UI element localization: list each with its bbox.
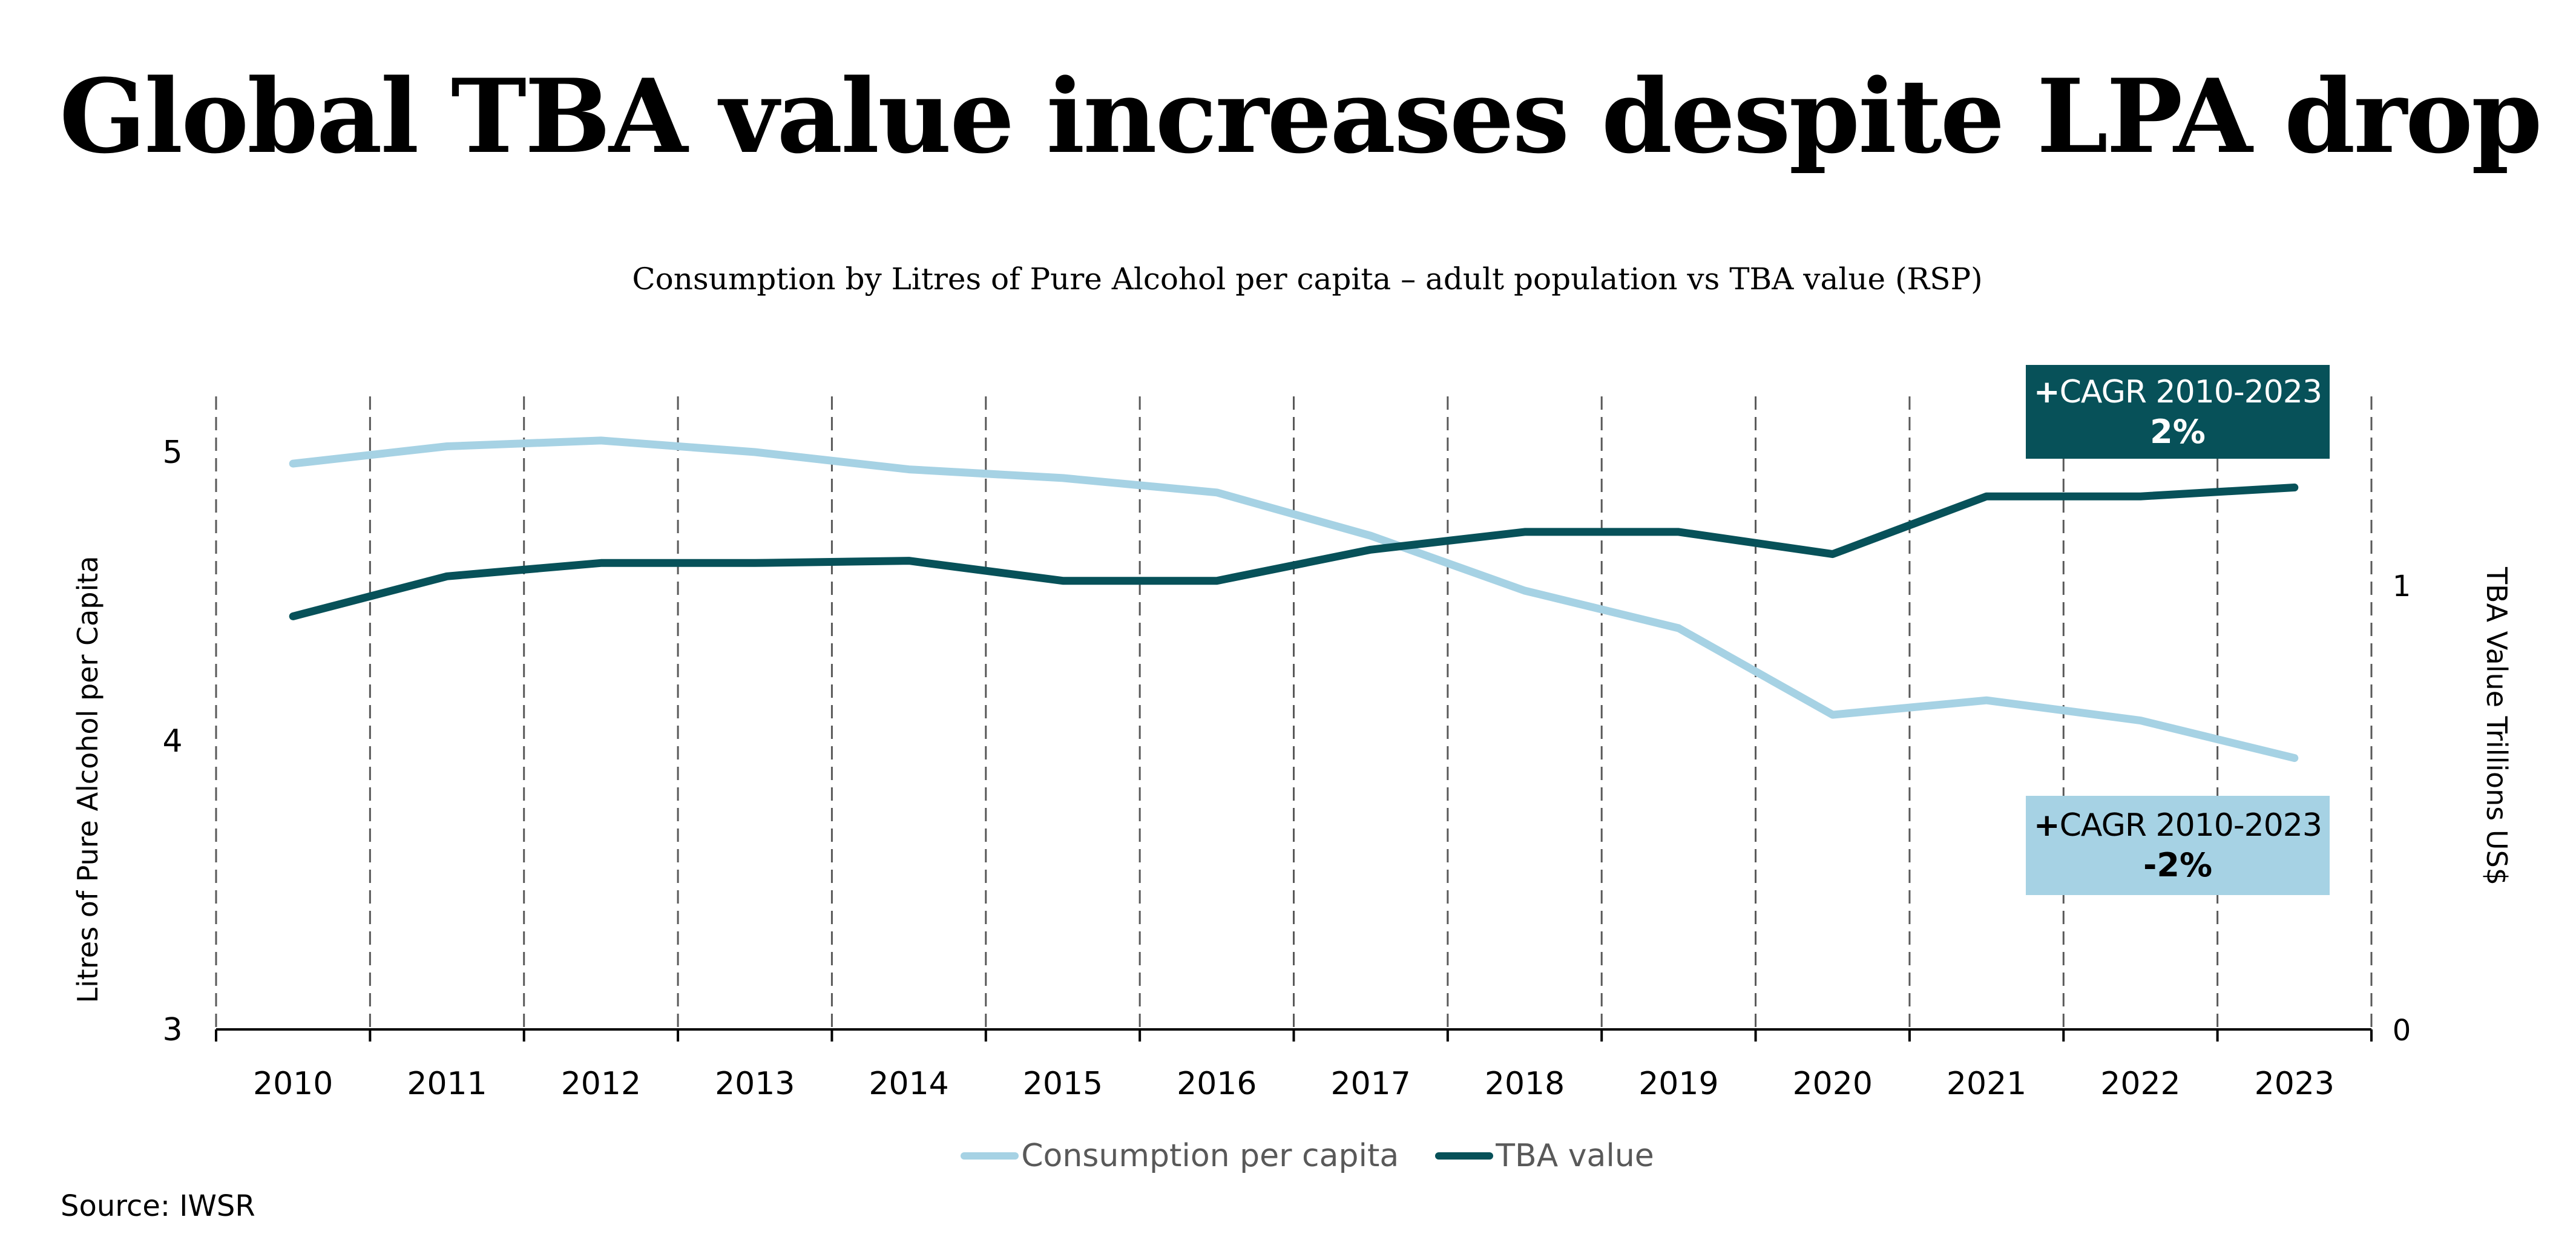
data-point-tba-value <box>1216 580 1217 582</box>
cagr-prefix: + <box>2034 807 2060 844</box>
legend-swatch-consumption <box>961 1152 1019 1160</box>
axes <box>215 1028 2373 1042</box>
data-point-consumption-per-capita <box>1986 700 1987 701</box>
y-tick-label-left: 5 <box>162 435 182 471</box>
y-tick-label-left: 4 <box>162 723 182 760</box>
x-tick-label: 2012 <box>561 1066 641 1102</box>
data-point-consumption-per-capita <box>2140 720 2141 721</box>
series-lines <box>289 436 2299 763</box>
data-point-tba-value <box>292 615 294 617</box>
data-point-tba-value <box>600 562 602 563</box>
consumption-cagr-annotation: +CAGR 2010-2023 -2% <box>2026 796 2330 895</box>
data-point-tba-value <box>1986 496 1987 497</box>
legend: Consumption per capita TBA value <box>0 1138 2576 1174</box>
series-line-consumption-per-capita <box>289 436 2299 763</box>
legend-item-consumption[interactable]: Consumption per capita <box>961 1138 1399 1174</box>
data-point-consumption-per-capita <box>1062 477 1063 479</box>
cagr-label: CAGR 2010-2023 <box>2059 807 2322 844</box>
legend-swatch-tba <box>1435 1152 1494 1160</box>
data-point-tba-value <box>908 560 910 562</box>
gridlines <box>215 396 2373 1029</box>
y-tick-label-right: 0 <box>2393 1014 2411 1048</box>
data-point-tba-value <box>447 576 448 577</box>
data-point-consumption-per-capita <box>447 445 448 447</box>
source-note: Source: IWSR <box>61 1189 255 1223</box>
series-line-tba-value <box>289 484 2299 620</box>
cagr-prefix: + <box>2034 374 2060 410</box>
x-tick-label: 2013 <box>715 1066 795 1102</box>
x-tick-label: 2018 <box>1485 1066 1565 1102</box>
x-tick-label: 2011 <box>407 1066 487 1102</box>
data-point-tba-value <box>2294 487 2295 488</box>
data-point-consumption-per-capita <box>1678 628 1679 629</box>
data-point-tba-value <box>1832 554 1833 555</box>
cagr-value: -2% <box>2143 846 2213 884</box>
data-point-tba-value <box>1062 580 1063 582</box>
chart-title: Global TBA value increases despite LPA d… <box>59 56 2542 176</box>
chart-subtitle: Consumption by Litres of Pure Alcohol pe… <box>632 261 1983 297</box>
x-tick-label: 2019 <box>1638 1066 1718 1102</box>
cagr-label: CAGR 2010-2023 <box>2059 374 2322 410</box>
x-tick-label: 2023 <box>2255 1066 2334 1102</box>
x-tick-label: 2022 <box>2100 1066 2180 1102</box>
data-point-tba-value <box>1524 531 1525 533</box>
legend-item-tba[interactable]: TBA value <box>1435 1138 1654 1174</box>
data-point-consumption-per-capita <box>2294 758 2295 759</box>
data-point-tba-value <box>2140 496 2141 497</box>
cagr-value: 2% <box>2150 413 2206 451</box>
data-point-consumption-per-capita <box>1216 492 1217 493</box>
y-tick-label-right: 1 <box>2393 569 2411 603</box>
data-point-tba-value <box>1370 549 1372 550</box>
x-tick-label: 2017 <box>1331 1066 1411 1102</box>
x-tick-label: 2014 <box>869 1066 948 1102</box>
x-tick-label: 2015 <box>1023 1066 1103 1102</box>
data-point-tba-value <box>754 562 755 563</box>
data-point-tba-value <box>1678 531 1679 533</box>
x-tick-label: 2021 <box>1947 1066 2026 1102</box>
data-point-consumption-per-capita <box>754 451 755 453</box>
x-tick-label: 2020 <box>1793 1066 1873 1102</box>
tick-labels: 2010 2011 2012 2013 2014 2015 2016 2017 2018 2019… <box>162 435 2411 1102</box>
tba-cagr-annotation: +CAGR 2010-2023 2% <box>2026 365 2330 459</box>
data-point-consumption-per-capita <box>292 463 294 464</box>
x-tick-label: 2016 <box>1177 1066 1257 1102</box>
x-tick-label: 2010 <box>253 1066 333 1102</box>
y-tick-label-left: 3 <box>162 1012 182 1048</box>
legend-label: TBA value <box>1496 1138 1654 1174</box>
data-point-consumption-per-capita <box>1524 590 1525 591</box>
y-axis-left-title: Litres of Pure Alcohol per Capita <box>71 556 104 1003</box>
data-point-consumption-per-capita <box>1370 535 1372 536</box>
y-axis-right-title: TBA Value Trillions US$ <box>2480 566 2513 886</box>
data-point-consumption-per-capita <box>1832 714 1833 715</box>
data-point-consumption-per-capita <box>908 469 910 470</box>
legend-label: Consumption per capita <box>1021 1138 1399 1174</box>
data-point-consumption-per-capita <box>600 440 602 441</box>
